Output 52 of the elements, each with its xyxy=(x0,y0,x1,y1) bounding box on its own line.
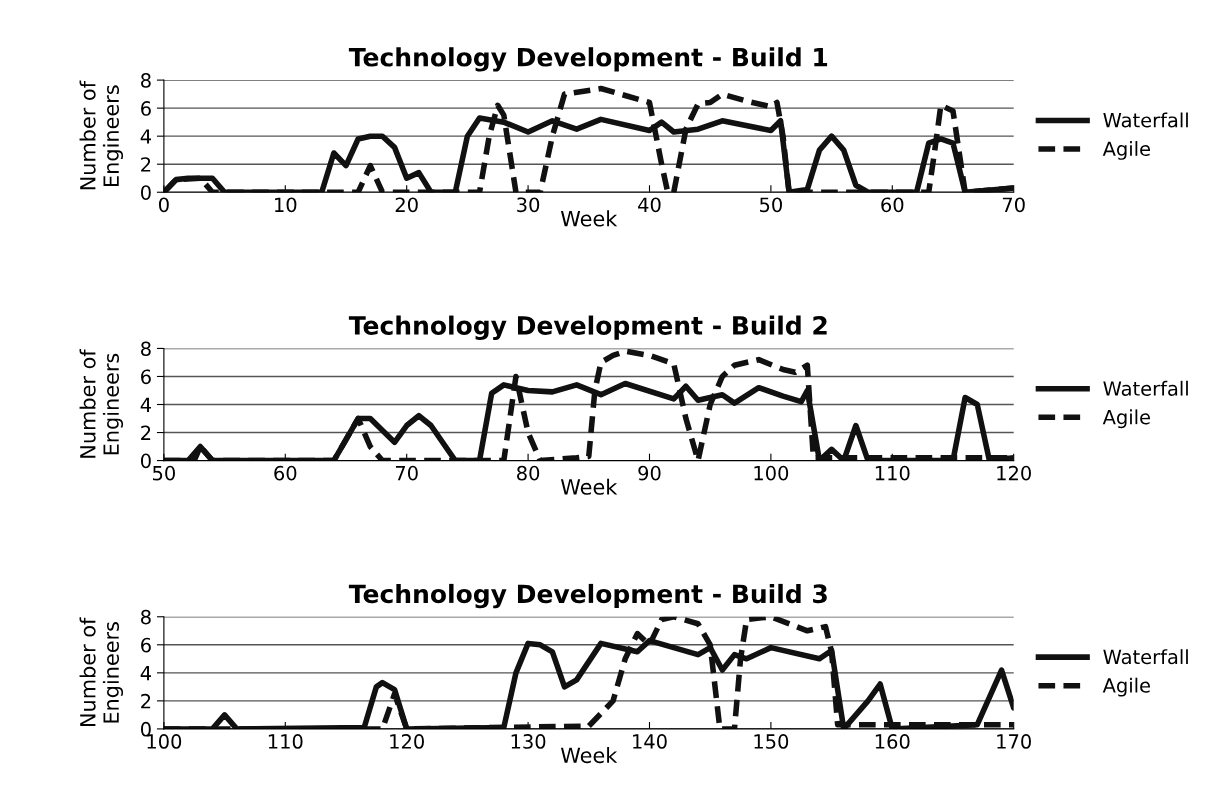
x-tick-label: 40 xyxy=(638,197,661,213)
x-tick-label: 70 xyxy=(1002,197,1025,213)
x-axis-title: Week xyxy=(560,747,618,764)
legend-label: Agile xyxy=(1102,141,1151,160)
y-tick-label: 6 xyxy=(141,369,151,385)
y-tick-label: 4 xyxy=(140,129,151,144)
x-tick-label: 140 xyxy=(633,734,667,749)
x-tick-label: 150 xyxy=(754,734,789,749)
chart-title: Technology Development - Build 1 xyxy=(348,47,828,72)
x-tick-label: 170 xyxy=(997,734,1031,749)
x-tick-label: 120 xyxy=(390,734,424,749)
x-tick-label: 110 xyxy=(875,465,910,481)
y-tick-label: 4 xyxy=(140,666,151,681)
x-tick-label: 60 xyxy=(881,197,904,213)
y-tick-label: 8 xyxy=(141,73,151,88)
x-tick-label: 120 xyxy=(997,465,1031,481)
y-axis-title: Number of Engineers xyxy=(79,617,124,726)
x-tick-label: 50 xyxy=(760,197,782,213)
x-tick-label: 70 xyxy=(395,465,418,481)
x-tick-label: 160 xyxy=(875,734,910,749)
x-tick-label: 110 xyxy=(268,734,303,749)
x-tick-label: 100 xyxy=(754,465,789,481)
y-tick-label: 4 xyxy=(140,397,151,412)
chart-title: Technology Development - Build 2 xyxy=(348,315,827,340)
y-tick-label: 6 xyxy=(141,637,151,653)
y-tick-label: 2 xyxy=(141,425,151,440)
x-tick-label: 60 xyxy=(274,465,297,481)
x-tick-label: 130 xyxy=(511,734,546,749)
x-tick-label: 10 xyxy=(275,197,297,213)
x-tick-label: 20 xyxy=(395,197,418,213)
y-tick-label: 8 xyxy=(141,609,151,625)
legend-label: Agile xyxy=(1102,409,1151,429)
legend-label: Agile xyxy=(1102,677,1151,697)
x-tick-label: 30 xyxy=(517,197,540,213)
y-tick-label: 0 xyxy=(141,453,151,469)
y-tick-label: 2 xyxy=(141,157,151,172)
x-axis-title: Week xyxy=(560,478,618,495)
y-tick-label: 2 xyxy=(141,693,151,709)
y-tick-label: 0 xyxy=(141,185,151,200)
x-axis-title: Week xyxy=(560,210,618,227)
legend-label: Waterfall xyxy=(1103,380,1188,396)
x-tick-label: 80 xyxy=(517,465,540,481)
y-tick-label: 6 xyxy=(141,101,151,116)
y-axis-title: Number of Engineers xyxy=(79,80,124,190)
x-tick-label: 50 xyxy=(153,465,175,481)
y-tick-label: 8 xyxy=(141,341,151,357)
chart-title: Technology Development - Build 3 xyxy=(348,583,827,609)
legend-label: Waterfall xyxy=(1103,649,1188,665)
legend-label: Waterfall xyxy=(1103,112,1188,128)
x-tick-label: 90 xyxy=(638,465,661,481)
y-axis-title: Number of Engineers xyxy=(79,348,124,458)
x-tick-label: 0 xyxy=(158,197,169,213)
